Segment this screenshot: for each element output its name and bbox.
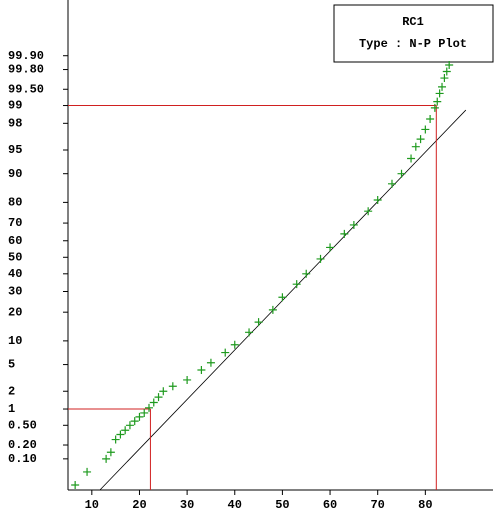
data-point (411, 142, 420, 151)
data-point (268, 305, 277, 314)
data-point (278, 293, 287, 302)
chart-title: RC1 (402, 15, 424, 29)
data-point (349, 220, 358, 229)
data-point (183, 375, 192, 384)
y-tick-label: 80 (8, 196, 22, 210)
data-point (230, 340, 239, 349)
x-tick-label: 70 (370, 498, 384, 512)
data-point (144, 403, 153, 412)
chart-subtitle: Type : N-P Plot (359, 37, 467, 51)
data-point (364, 207, 373, 216)
data-point (433, 97, 442, 106)
data-point (445, 61, 454, 70)
data-point (121, 426, 130, 435)
data-point (159, 387, 168, 396)
y-tick-label: 10 (8, 334, 22, 348)
data-point (140, 408, 149, 417)
data-point (421, 125, 430, 134)
data-point (438, 82, 447, 91)
x-tick-label: 10 (85, 498, 99, 512)
data-point (373, 196, 382, 205)
y-tick-label: 40 (8, 267, 22, 281)
y-tick-label: 60 (8, 234, 22, 248)
data-point (149, 398, 158, 407)
data-point (442, 67, 451, 76)
y-tick-label: 0.50 (8, 418, 37, 432)
data-point (116, 430, 125, 439)
y-tick-label: 30 (8, 285, 22, 299)
x-tick-label: 30 (180, 498, 194, 512)
x-tick-label: 40 (228, 498, 242, 512)
data-point (440, 74, 449, 83)
data-point (154, 393, 163, 402)
data-point (326, 243, 335, 252)
data-point (168, 382, 177, 391)
y-tick-label: 98 (8, 116, 22, 130)
data-point (292, 280, 301, 289)
data-point (254, 318, 263, 327)
data-point (387, 179, 396, 188)
y-tick-label: 0.20 (8, 438, 37, 452)
data-point (71, 481, 80, 490)
y-tick-label: 20 (8, 305, 22, 319)
y-tick-label: 2 (8, 384, 15, 398)
y-tick-label: 99.90 (8, 49, 44, 63)
y-tick-label: 90 (8, 167, 22, 181)
data-point (83, 467, 92, 476)
data-point (407, 154, 416, 163)
x-tick-label: 80 (418, 498, 432, 512)
data-point (221, 348, 230, 357)
data-point (197, 365, 206, 374)
data-point (130, 417, 139, 426)
data-point (102, 454, 111, 463)
x-tick-label: 50 (275, 498, 289, 512)
data-point (125, 421, 134, 430)
y-tick-label: 1 (8, 402, 15, 416)
data-point (430, 103, 439, 112)
data-point (302, 269, 311, 278)
data-point (106, 448, 115, 457)
y-tick-label: 5 (8, 358, 15, 372)
data-point (340, 229, 349, 238)
data-point (111, 435, 120, 444)
y-tick-label: 99 (8, 99, 22, 113)
y-tick-label: 70 (8, 216, 22, 230)
data-point (135, 412, 144, 421)
data-point (206, 358, 215, 367)
legend-box (333, 4, 494, 63)
x-tick-label: 60 (323, 498, 337, 512)
y-tick-label: 95 (8, 143, 22, 157)
data-point (435, 89, 444, 98)
y-tick-label: 99.80 (8, 63, 44, 77)
y-tick-label: 0.10 (8, 452, 37, 466)
x-tick-label: 20 (132, 498, 146, 512)
y-tick-label: 99.50 (8, 82, 44, 96)
data-point (245, 328, 254, 337)
data-point (397, 169, 406, 178)
y-tick-label: 50 (8, 250, 22, 264)
data-point (426, 114, 435, 123)
data-point (316, 254, 325, 263)
data-point (416, 135, 425, 144)
